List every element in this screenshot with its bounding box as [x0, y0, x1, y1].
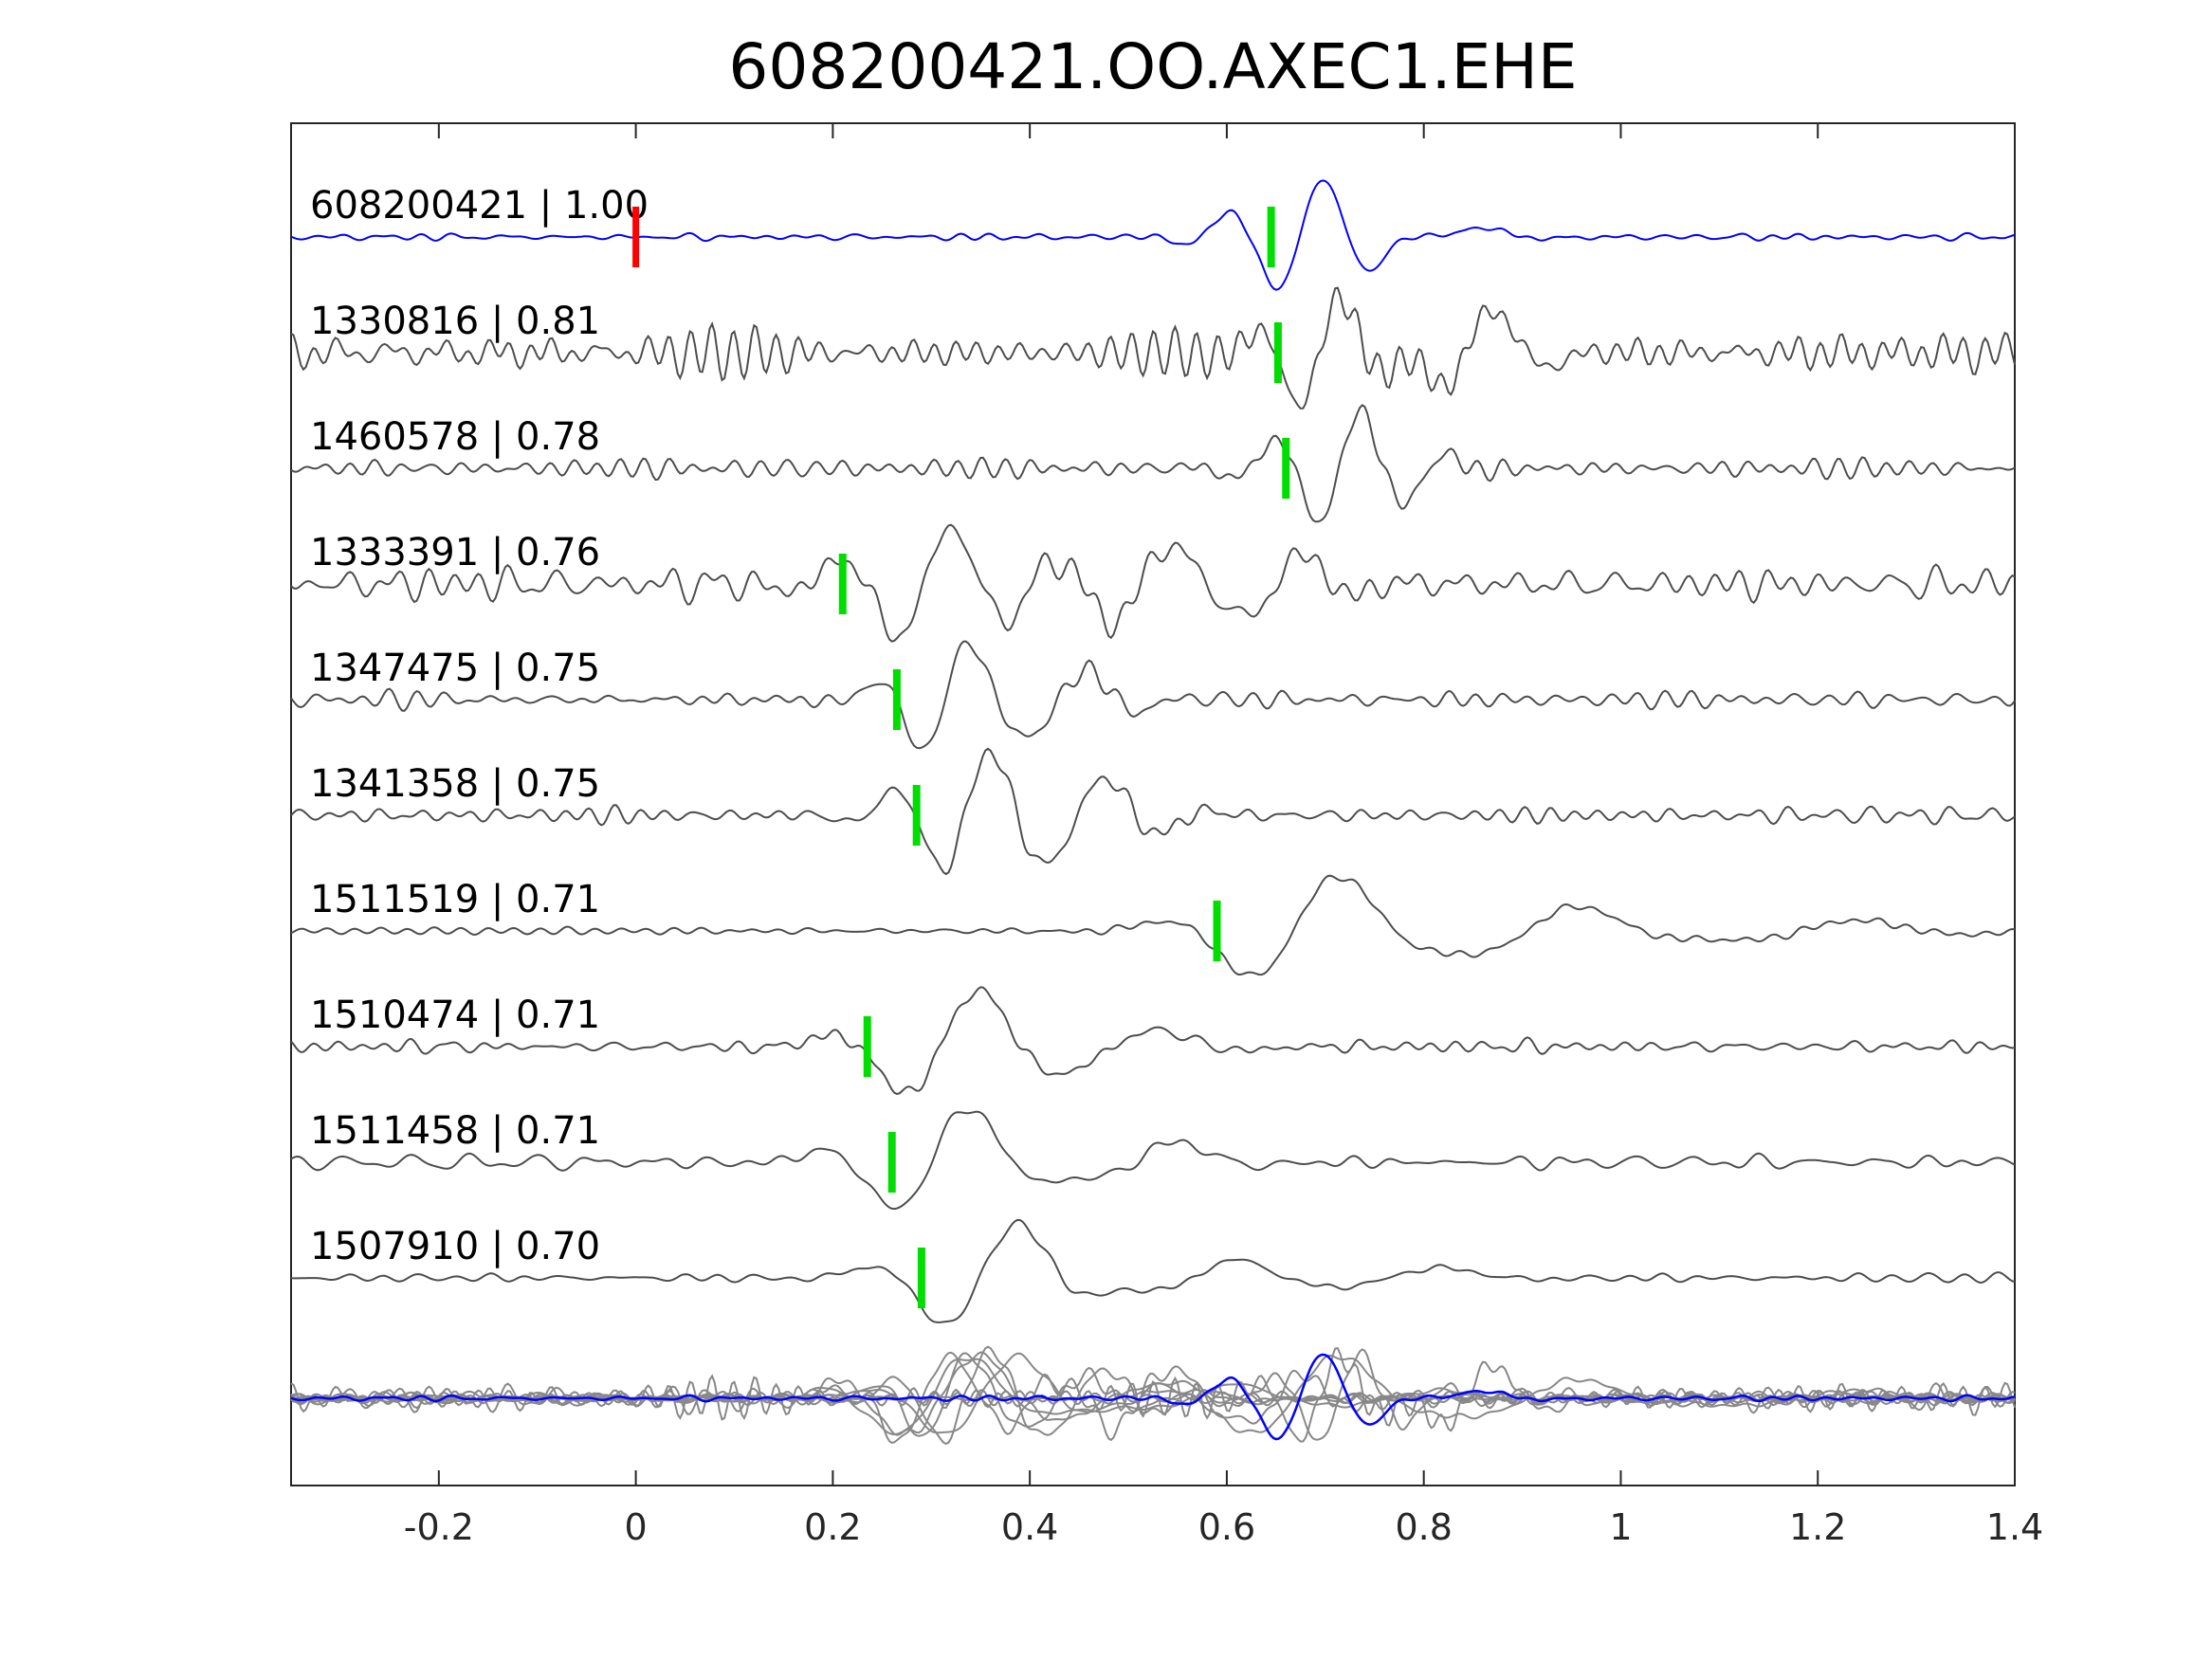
trace-label: 1511458 | 0.71: [310, 1109, 600, 1153]
trace-waveform: [290, 747, 2016, 876]
trace-waveform: [290, 640, 2016, 750]
stack-trace: [290, 1351, 2016, 1444]
trace-row: 608200421 | 1.00: [290, 179, 2016, 291]
trace-waveform: [290, 1218, 2016, 1323]
trace-waveform: [290, 286, 2016, 410]
trace-label: 1510474 | 0.71: [310, 994, 600, 1037]
stacked-overlay: [290, 1345, 2016, 1446]
x-tick-label: 0.2: [804, 1506, 861, 1548]
traces: 608200421 | 1.00 1330816 | 0.81 1460578 | …: [290, 179, 2016, 1323]
trace-row: 1510474 | 0.71: [290, 986, 2016, 1096]
trace-label: 1330816 | 0.81: [310, 300, 600, 343]
trace-waveform: [290, 874, 2016, 976]
chart-title: 608200421.OO.AXEC1.EHE: [728, 30, 1577, 103]
trace-label: 1341358 | 0.75: [310, 762, 600, 806]
x-tick-label: -0.2: [404, 1506, 474, 1548]
trace-waveform: [290, 523, 2016, 643]
trace-label: 1460578 | 0.78: [310, 415, 600, 459]
trace-row: 1460578 | 0.78: [290, 404, 2016, 523]
x-axis: -0.2 0 0.2 0.4 0.6 0.8 1 1.2 1.4: [404, 123, 2043, 1548]
trace-row: 1330816 | 0.81: [290, 286, 2016, 410]
trace-label: 1333391 | 0.76: [310, 531, 600, 574]
x-tick-label: 0.4: [1001, 1506, 1058, 1548]
stack-trace: [290, 1354, 2016, 1433]
x-tick-label: 0: [625, 1506, 648, 1548]
trace-row: 1333391 | 0.76: [290, 523, 2016, 643]
x-tick-label: 1.4: [1986, 1506, 2043, 1548]
trace-label: 1507910 | 0.70: [310, 1225, 600, 1268]
trace-row: 1507910 | 0.70: [290, 1218, 2016, 1323]
x-tick-label: 0.8: [1395, 1506, 1452, 1548]
trace-waveform: [290, 986, 2016, 1096]
trace-waveform: [290, 179, 2016, 291]
x-tick-label: 1: [1609, 1506, 1632, 1548]
trace-row: 1511519 | 0.71: [290, 874, 2016, 976]
trace-row: 1341358 | 0.75: [290, 747, 2016, 876]
trace-waveform: [290, 1110, 2016, 1211]
x-tick-label: 1.2: [1789, 1506, 1846, 1548]
plot-area: [290, 122, 2016, 1486]
trace-label: 1511519 | 0.71: [310, 878, 600, 921]
stack-template-trace: [290, 1353, 2016, 1441]
trace-waveform: [290, 404, 2016, 523]
trace-row: 1511458 | 0.71: [290, 1109, 2016, 1211]
trace-label: 1347475 | 0.75: [310, 647, 600, 690]
trace-label: 608200421 | 1.00: [310, 184, 649, 228]
trace-row: 1347475 | 0.75: [290, 640, 2016, 750]
x-tick-label: 0.6: [1198, 1506, 1255, 1548]
